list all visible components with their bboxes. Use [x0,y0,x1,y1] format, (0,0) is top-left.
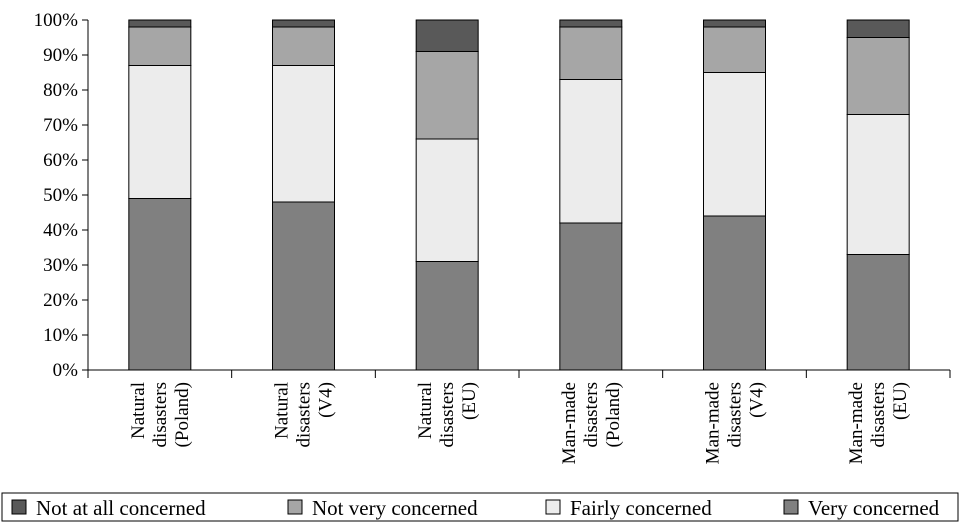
legend: Not at all concerned Not very concerned Fa… [1,492,959,522]
y-axis: 0% 10% 20% 30% 40% 50% 60% 70% 80% 90% 100% [34,10,89,381]
bar-segment [846,254,910,371]
bar-segment [128,65,192,199]
legend-swatch [783,499,799,515]
y-tick-label: 30% [43,255,78,276]
y-tick-label: 10% [43,325,78,346]
x-category-line: disasters [725,382,746,447]
bar-segment [415,261,479,371]
x-category-line: (Poland) [603,382,624,447]
y-tick-label: 90% [43,45,78,66]
x-category-line: Man-made [559,382,580,464]
legend-label: Fairly concerned [570,496,712,520]
legend-label: Not very concerned [312,496,478,520]
y-tick-label: 50% [43,185,78,206]
x-category-text: Naturaldisasters(Poland) [128,382,193,447]
y-tick-label: 0% [53,360,79,381]
x-category-line: (EU) [890,382,911,420]
bar-segment [272,201,335,371]
x-category-label: Man-madedisasters(Poland) [559,382,624,464]
x-category-label: Naturaldisasters(Poland) [128,382,193,447]
bar-segment [703,72,766,217]
bar-segment [703,26,766,73]
x-category-label: Naturaldisasters(EU) [415,382,480,447]
x-category-line: disasters [150,382,171,447]
bar-segment [415,19,479,52]
y-tick-label: 80% [43,80,78,101]
x-category-line: (V4) [316,382,337,418]
x-category-text: Naturaldisasters(EU) [415,382,480,447]
bar-segment [559,79,623,224]
x-category-line: disasters [437,382,458,447]
bar-segment [703,19,766,28]
legend-swatch [287,499,303,515]
legend-label: Not at all concerned [36,496,206,520]
bar-segment [846,37,910,115]
x-category-text: Man-madedisasters(EU) [846,382,911,464]
bar-segment [272,65,335,203]
x-category-line: Natural [415,382,436,439]
legend-swatch [545,499,561,515]
x-category-label: Man-madedisasters(V4) [703,382,768,464]
x-category-line: disasters [294,382,315,447]
bar-segment [272,19,335,28]
bar-segment [128,19,192,28]
x-category-label: Naturaldisasters(V4) [272,382,337,447]
x-category-line: (EU) [459,382,480,420]
bar-segment [128,26,192,66]
x-category-line: (Poland) [172,382,193,447]
x-category-text: Man-madedisasters(V4) [703,382,768,464]
x-category-line: (V4) [747,382,768,418]
y-tick-label: 60% [43,150,78,171]
legend-frame [1,492,959,522]
x-category-line: disasters [581,382,602,447]
bar-segment [559,222,623,371]
x-category-line: Natural [128,382,149,439]
y-tick-label: 70% [43,115,78,136]
y-tick-label: 20% [43,290,78,311]
bar-segment [415,51,479,140]
bar-segment [415,138,479,262]
x-category-line: Natural [272,382,293,439]
x-category-line: disasters [868,382,889,447]
legend-label: Very concerned [808,496,940,520]
x-category-text: Naturaldisasters(V4) [272,382,337,447]
legend-swatch [11,499,27,515]
bar-segment [703,215,766,371]
bar-segment [128,198,192,371]
bar-segment [272,26,335,66]
bar-segment [846,19,910,38]
y-tick-label: 40% [43,220,78,241]
x-axis: Naturaldisasters(Poland) Naturaldisasters… [87,369,951,464]
x-category-label: Man-madedisasters(EU) [846,382,911,464]
bar-segment [559,26,623,80]
bar-segment [559,19,623,28]
x-category-line: Man-made [846,382,867,464]
x-category-line: Man-made [703,382,724,464]
plot-area [128,19,910,371]
x-category-text: Man-madedisasters(Poland) [559,382,624,464]
y-tick-label: 100% [34,10,79,31]
bar-segment [846,114,910,255]
